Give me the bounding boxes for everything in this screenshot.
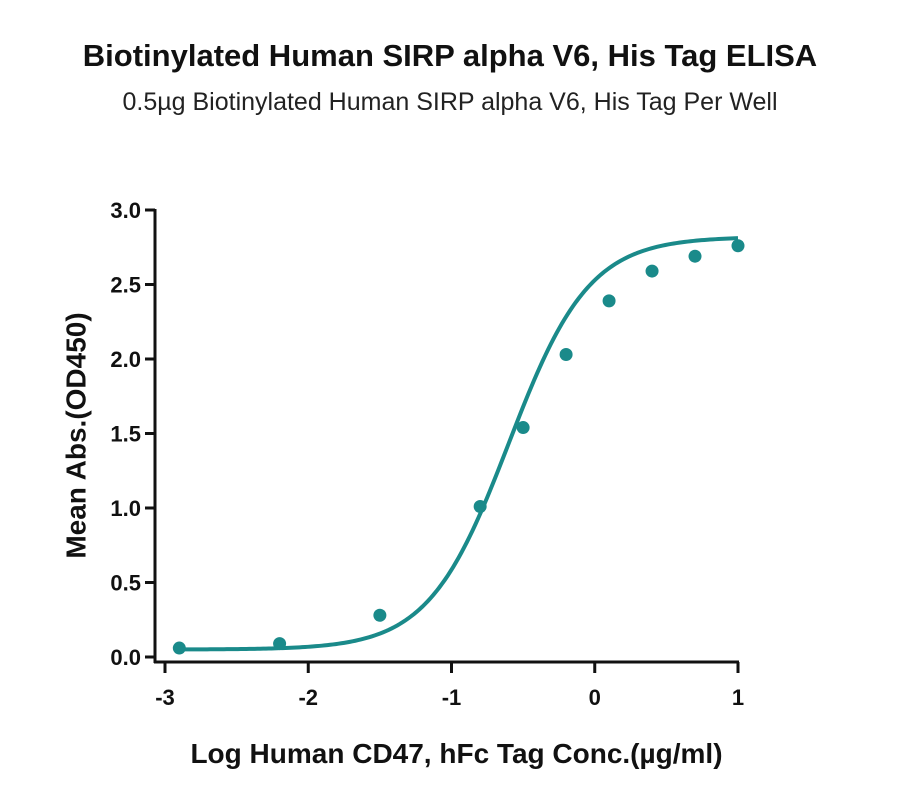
- y-tick-label: 3.0: [110, 198, 141, 223]
- data-point: [273, 637, 287, 651]
- data-point: [602, 294, 616, 308]
- x-tick-label: 1: [732, 685, 744, 710]
- data-point: [473, 500, 487, 514]
- x-tick-label: -1: [442, 685, 462, 710]
- y-tick-label: 2.0: [110, 347, 141, 372]
- y-tick-label: 1.0: [110, 496, 141, 521]
- y-tick-label: 0.0: [110, 645, 141, 670]
- data-point: [688, 249, 702, 263]
- data-point: [559, 348, 573, 362]
- x-tick-label: -3: [155, 685, 175, 710]
- data-point: [172, 641, 186, 655]
- y-tick-label: 2.5: [110, 273, 141, 298]
- y-axis-title: Mean Abs.(OD450): [60, 312, 91, 558]
- fit-curve: [179, 236, 739, 652]
- chart-subtitle: 0.5µg Biotinylated Human SIRP alpha V6, …: [122, 88, 778, 116]
- data-point: [731, 239, 745, 253]
- y-tick-label: 1.5: [110, 422, 141, 447]
- y-tick-label: 0.5: [110, 571, 141, 596]
- data-point: [645, 264, 659, 278]
- data-point: [373, 608, 387, 622]
- axes: 0.0 0.5 1.0 1.5 2.0 2.5 3.0 -3 -2 -1 0 1: [110, 198, 744, 710]
- x-tick-label: -2: [298, 685, 318, 710]
- x-axis-title: Log Human CD47, hFc Tag Conc.(µg/ml): [190, 738, 722, 769]
- data-point: [516, 421, 530, 435]
- data-points: [172, 239, 745, 655]
- x-tick-label: 0: [589, 685, 601, 710]
- chart-title: Biotinylated Human SIRP alpha V6, His Ta…: [82, 38, 818, 73]
